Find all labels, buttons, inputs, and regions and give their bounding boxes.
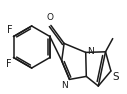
Text: N: N [62, 81, 68, 90]
Text: S: S [112, 72, 119, 82]
Text: F: F [7, 25, 12, 35]
Text: N: N [88, 47, 94, 56]
Text: F: F [6, 59, 12, 69]
Text: O: O [46, 13, 53, 22]
